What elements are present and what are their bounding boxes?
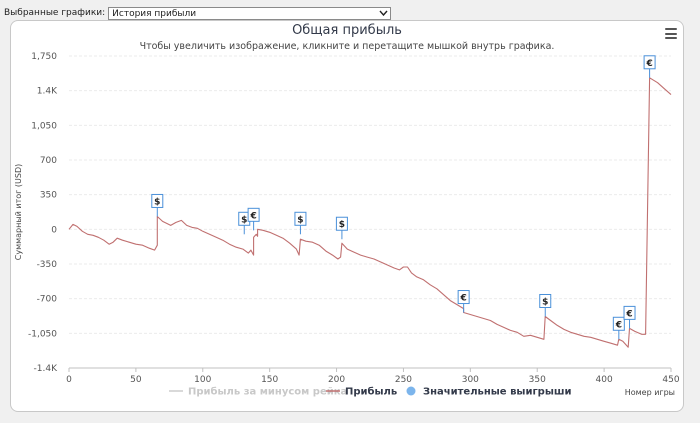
legend-circle-swatch	[406, 386, 416, 396]
big-win-flag-symbol: €	[615, 320, 622, 330]
big-win-flag-symbol: $	[154, 197, 160, 207]
big-win-flag-box	[643, 55, 656, 70]
profit-line-chart[interactable]: -1.4K -1,050 -700 -350 0 350 700 1,050 1.4K 1,750…	[11, 21, 683, 411]
chart-title: Общая прибыль	[292, 23, 402, 38]
y-tick-label: 350	[40, 191, 57, 201]
y-tick-label: -1.4K	[34, 364, 59, 374]
y-tick-label: -1,050	[28, 329, 57, 339]
hamburger-menu-icon[interactable]	[665, 28, 677, 39]
big-win-flag[interactable]: $	[151, 193, 164, 217]
big-win-flag-symbol: €	[645, 59, 652, 69]
y-tick-label: 0	[51, 225, 57, 235]
x-tick-label: 350	[529, 375, 546, 385]
legend-item[interactable]: Прибыль	[326, 386, 397, 398]
legend-item[interactable]: Значительные выигрыши	[406, 386, 572, 398]
chart-panel: Общая прибыль Чтобы увеличить изображени…	[10, 20, 684, 412]
y-tick-label: 700	[40, 156, 57, 166]
y-tick-label: 1.4K	[37, 87, 58, 97]
big-win-flag-symbol: €	[460, 294, 467, 304]
x-tick-label: 450	[662, 375, 679, 385]
big-win-flag[interactable]: €	[612, 316, 625, 340]
x-tick-label: 0	[66, 375, 72, 385]
big-win-flag-symbol: $	[339, 220, 345, 230]
big-win-flag-box	[294, 211, 307, 226]
chart-selector-value: История прибыли	[112, 8, 197, 19]
chart-selector-bar: Выбранные графики: История прибыли	[0, 5, 392, 21]
big-win-flag-symbol: $	[297, 215, 303, 225]
chart-selector-label: Выбранные графики:	[4, 8, 106, 18]
big-win-flag[interactable]: €	[623, 305, 636, 329]
big-win-flag[interactable]: €	[247, 207, 260, 231]
big-win-flag-box	[539, 293, 552, 308]
y-tick-label: 1,750	[31, 52, 57, 62]
chart-subtitle: Чтобы увеличить изображение, кликните и …	[139, 41, 555, 52]
x-tick-label: 300	[462, 375, 479, 385]
y-tick-label: -350	[37, 260, 58, 270]
big-win-flag-box	[623, 305, 636, 320]
big-win-flag-symbol: €	[249, 211, 256, 221]
big-win-flag-box	[457, 290, 470, 305]
y-tick-label: -700	[37, 295, 58, 305]
legend-label: Прибыль	[345, 386, 397, 398]
big-win-flag-symbol: €	[625, 309, 632, 319]
big-win-flag[interactable]: €	[643, 55, 656, 78]
x-tick-label: 50	[130, 375, 142, 385]
x-tick-label: 200	[328, 375, 345, 385]
legend-label: Значительные выигрыши	[423, 387, 572, 398]
y-tick-label: 1,050	[31, 121, 57, 131]
big-win-flag-symbol: $	[241, 215, 247, 225]
x-tick-label: 150	[261, 375, 278, 385]
profit-series-line	[68, 77, 672, 348]
big-win-flag[interactable]: $	[335, 216, 348, 240]
big-win-flag-symbol: $	[542, 297, 548, 307]
x-tick-label: 250	[395, 375, 412, 385]
x-tick-label: 400	[596, 375, 613, 385]
big-win-flag-box	[612, 316, 625, 331]
x-axis-title: Номер игры	[625, 388, 675, 397]
big-win-flag[interactable]: $	[294, 211, 307, 235]
big-win-flag[interactable]: €	[457, 290, 470, 313]
legend-item[interactable]: Прибыль за минусом рейка	[169, 386, 347, 398]
big-win-flag[interactable]: $	[539, 293, 552, 317]
big-win-flag-box	[247, 207, 260, 222]
chart-selector-dropdown[interactable]: История прибыли	[108, 6, 392, 20]
legend-label: Прибыль за минусом рейка	[188, 386, 347, 398]
x-tick-label: 100	[194, 375, 211, 385]
y-axis-title: Суммарный итог (USD)	[14, 164, 23, 261]
big-win-flag-box	[335, 216, 348, 231]
chevron-down-icon	[377, 8, 390, 19]
big-win-flag-box	[151, 193, 164, 208]
